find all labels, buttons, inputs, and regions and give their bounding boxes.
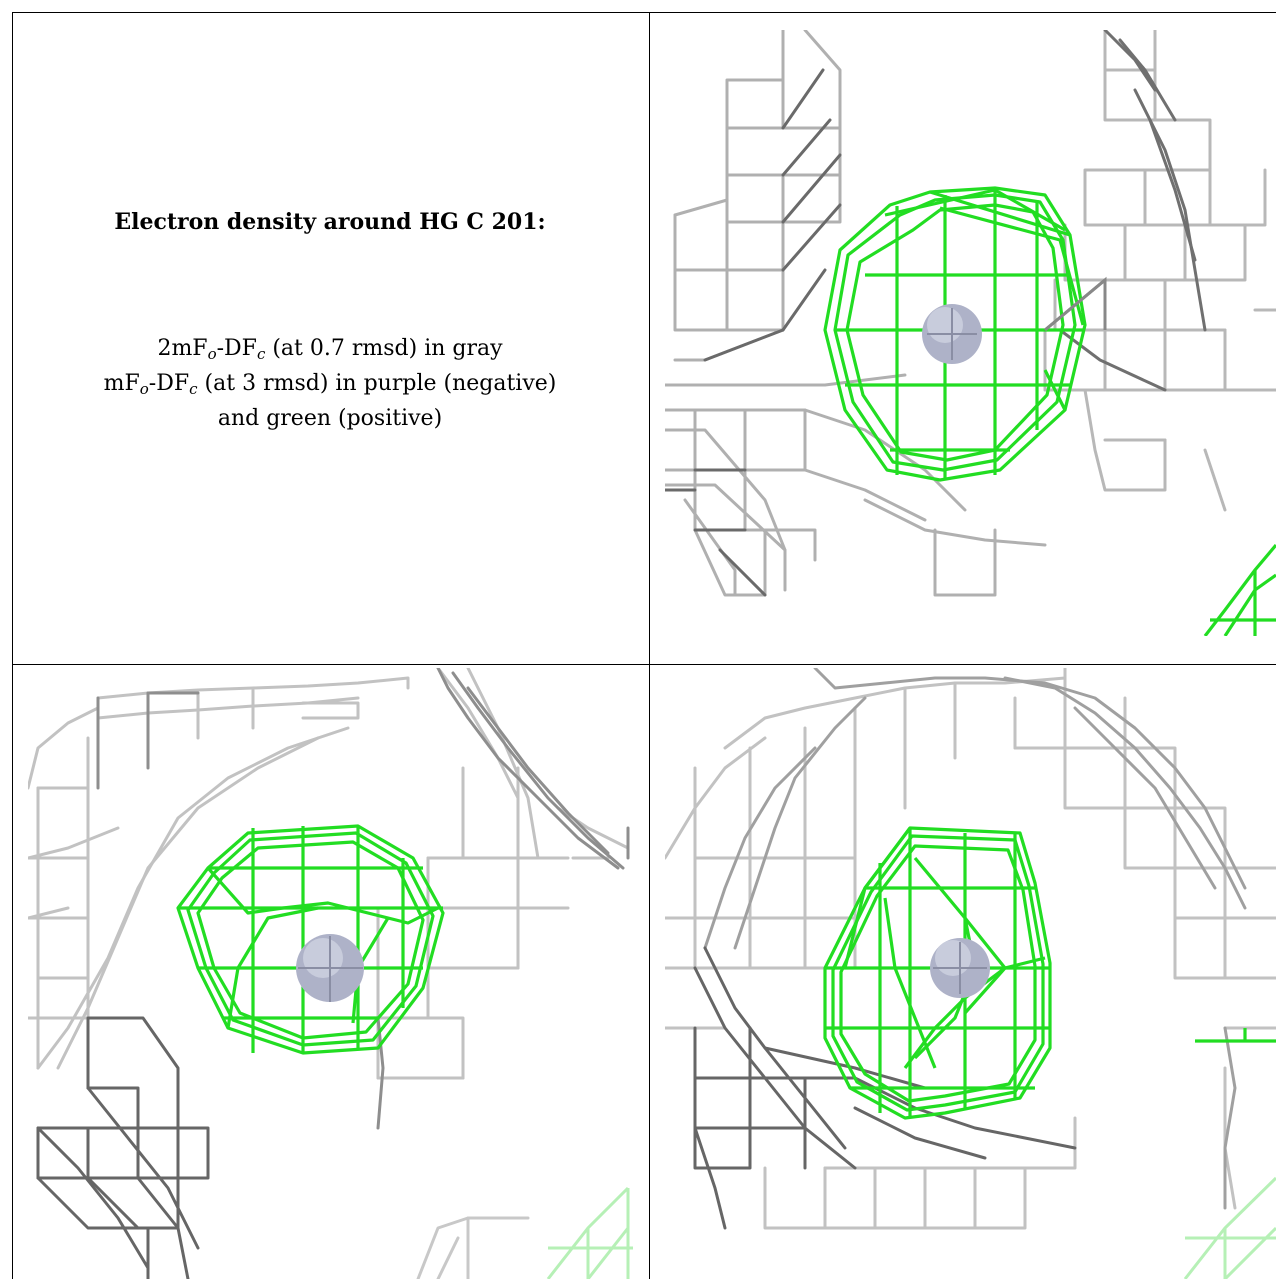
legend-2fofc: 2mFo-DFc (at 0.7 rmsd) in gray	[157, 336, 503, 363]
hg-atom	[296, 934, 364, 1002]
panel-title: Electron density around HG C 201:	[114, 209, 546, 235]
frame-middle-horizontal	[12, 664, 1276, 665]
gray-mesh	[665, 30, 1276, 597]
hg-atom	[922, 304, 982, 364]
positive-density-fragment	[1195, 1028, 1276, 1043]
positive-density-mesh	[823, 186, 1087, 482]
map-legend: 2mFo-DFc (at 0.7 rmsd) in gray mFo-DFc (…	[12, 334, 648, 433]
description-panel: Electron density around HG C 201: 2mFo-D…	[12, 12, 648, 663]
positive-density-fragment	[546, 1186, 633, 1279]
gray-overlay-line	[1044, 276, 1107, 332]
frame-middle-vertical	[649, 12, 650, 1279]
view-bottom-left	[28, 668, 633, 1279]
hg-atom	[930, 938, 990, 998]
gray-mesh	[665, 668, 1276, 1230]
frame-left	[12, 12, 13, 1279]
positive-density-fragment	[1203, 543, 1276, 636]
frame-top	[12, 12, 1276, 13]
density-mesh-top-right	[665, 30, 1276, 636]
view-top-right	[665, 30, 1276, 636]
density-mesh-bottom-right	[665, 668, 1276, 1279]
positive-density-fragment-faint	[1183, 1176, 1276, 1279]
view-bottom-right	[665, 668, 1276, 1279]
density-mesh-bottom-left	[28, 668, 633, 1279]
legend-fofc: mFo-DFc (at 3 rmsd) in purple (negative)	[103, 371, 557, 398]
legend-positive: and green (positive)	[217, 406, 443, 431]
